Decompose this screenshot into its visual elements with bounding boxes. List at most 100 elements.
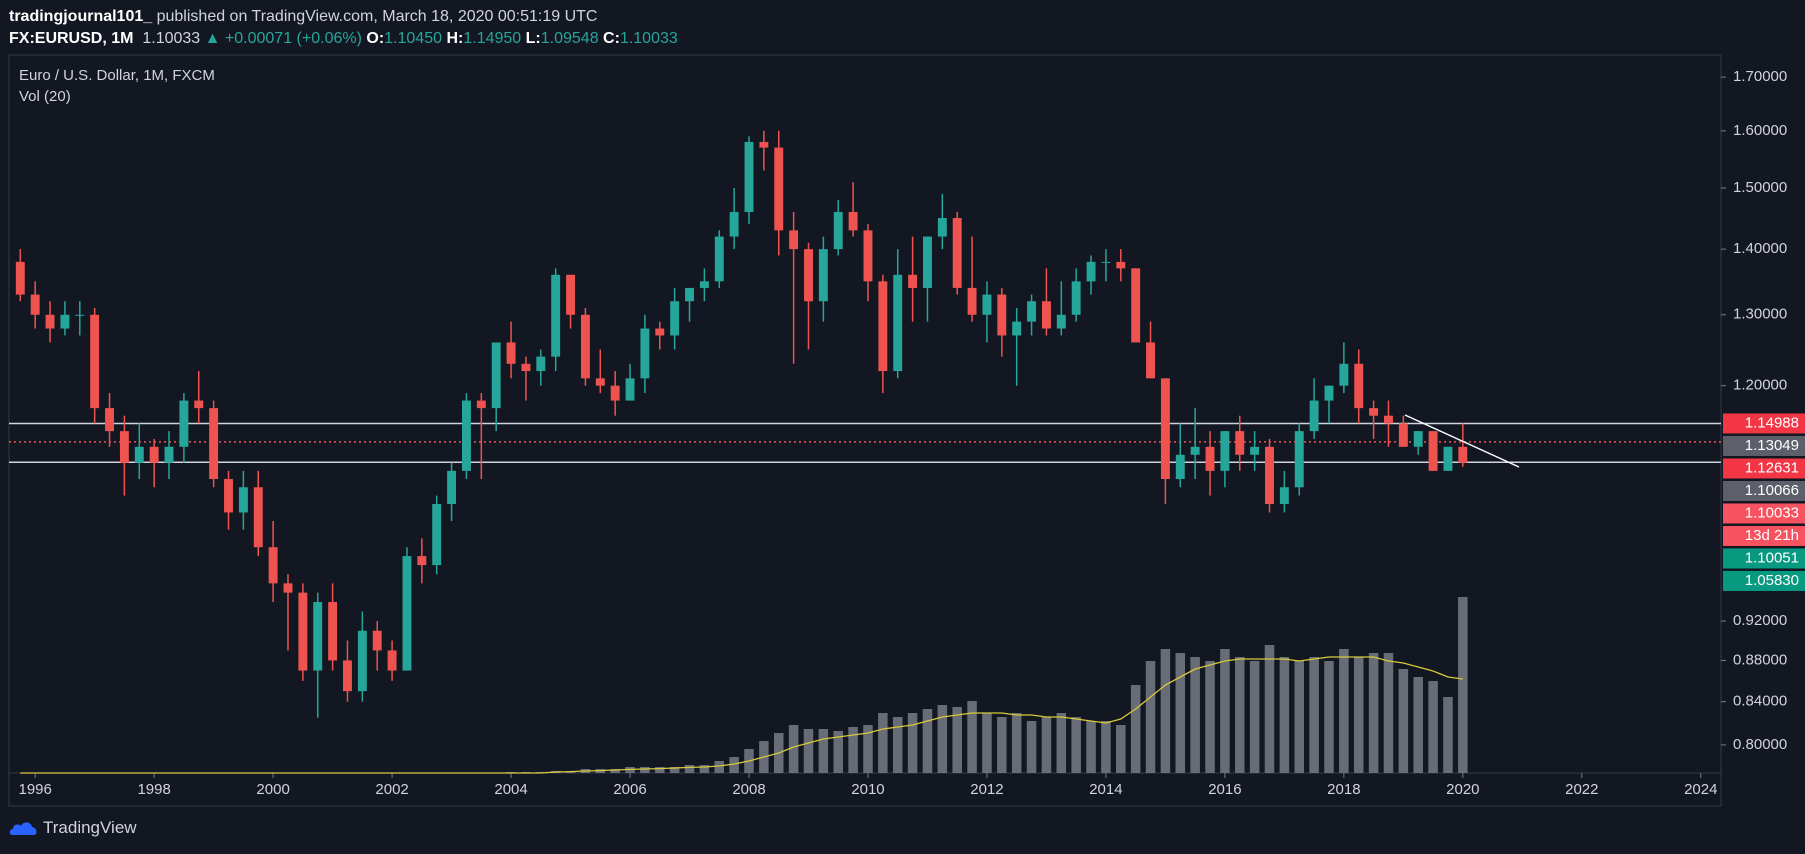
candle-body xyxy=(298,592,308,671)
chart-title: Euro / U.S. Dollar, 1M, FXCM xyxy=(19,67,215,84)
x-tick-label: 2020 xyxy=(1446,781,1479,798)
symbol-line: FX:EURUSD, 1M 1.10033 ▲ +0.00071 (+0.06%… xyxy=(9,28,678,50)
volume-bar xyxy=(1190,657,1200,773)
candle-body xyxy=(45,314,55,329)
price-tag xyxy=(1723,548,1805,569)
y-tick-label: 1.60000 xyxy=(1733,122,1787,139)
candle-body xyxy=(209,408,219,480)
candle-body xyxy=(610,385,620,401)
candle-body xyxy=(1027,301,1037,322)
x-tick-label: 2022 xyxy=(1565,781,1598,798)
volume-bar xyxy=(1175,653,1186,773)
candle-body xyxy=(967,287,977,315)
volume-bar xyxy=(818,729,829,773)
volume-bar xyxy=(1324,661,1334,773)
candle-body xyxy=(982,294,992,315)
candle-body xyxy=(1398,423,1408,447)
x-tick-label: 1998 xyxy=(137,781,170,798)
trend-line xyxy=(1404,414,1520,468)
candle-body xyxy=(1339,363,1349,386)
volume-bar xyxy=(669,767,680,773)
l: 1.09548 xyxy=(540,30,599,47)
price-tag-label: 13d 21h xyxy=(1745,527,1799,544)
price-tag-label: 1.10033 xyxy=(1745,504,1799,521)
candle-body xyxy=(1160,378,1170,480)
volume-bar xyxy=(997,717,1007,773)
candle-body xyxy=(1116,261,1126,269)
x-tick-label: 2008 xyxy=(732,781,765,798)
candle-body xyxy=(655,328,665,336)
user: tradingjournal101_ xyxy=(9,8,153,25)
candle-body xyxy=(1041,301,1051,329)
candle-body xyxy=(804,249,813,302)
volume-bar xyxy=(967,701,977,773)
volume-bar xyxy=(863,725,873,773)
candle-body xyxy=(551,274,561,357)
candle-body xyxy=(179,400,189,447)
candle-body xyxy=(1413,431,1423,447)
h: 1.14950 xyxy=(463,30,522,47)
candle-body xyxy=(90,314,100,409)
candle-body xyxy=(268,547,278,584)
o: 1.10450 xyxy=(384,30,442,47)
x-tick-label: 2000 xyxy=(256,781,289,798)
candle-body xyxy=(1220,431,1230,471)
candle-body xyxy=(357,630,367,692)
symbol: FX:EURUSD, 1M xyxy=(9,30,134,47)
candle-body xyxy=(313,602,323,671)
volume-bar xyxy=(655,767,665,773)
x-tick-label: 2004 xyxy=(494,781,527,798)
candle-body xyxy=(461,400,471,471)
candle-body xyxy=(1071,281,1081,315)
candle-body xyxy=(536,356,546,372)
volume-bar xyxy=(714,761,725,773)
price-tag-label: 1.14988 xyxy=(1745,414,1799,431)
candle-body xyxy=(670,301,680,336)
price-tag xyxy=(1723,480,1805,501)
candle-body xyxy=(238,487,248,513)
volume-bar xyxy=(952,707,962,773)
volume-title: Vol (20) xyxy=(19,88,71,105)
candle-body xyxy=(1012,321,1022,336)
price-tag xyxy=(1723,435,1805,456)
y-tick-label: 1.50000 xyxy=(1733,179,1787,196)
volume-bar xyxy=(1398,669,1409,773)
last: 1.10033 xyxy=(142,30,201,47)
candle-body xyxy=(729,211,739,237)
volume-bar xyxy=(610,769,620,773)
volume-bar xyxy=(892,717,903,773)
volume-bar xyxy=(1249,661,1260,773)
price-tag-label: 1.12631 xyxy=(1745,459,1799,476)
candle-body xyxy=(640,328,650,379)
candle-body xyxy=(476,400,486,409)
volume-bar xyxy=(1086,721,1096,773)
candle-body xyxy=(328,602,338,661)
volume-bar xyxy=(1339,649,1349,773)
chart: Euro / U.S. Dollar, 1M, FXCM Vol (20) 0.… xyxy=(8,54,1805,807)
price-tag xyxy=(1723,458,1805,479)
candle-body xyxy=(402,556,412,671)
candle-body xyxy=(922,236,932,288)
volume-bar xyxy=(848,727,858,773)
candle-body xyxy=(491,342,501,409)
x-tick-label: 2002 xyxy=(375,781,408,798)
candle-body xyxy=(253,487,263,548)
candle-body xyxy=(1443,446,1453,471)
brand: TradingView xyxy=(43,818,137,837)
candle-body xyxy=(432,503,442,566)
y-tick-label: 1.70000 xyxy=(1733,68,1787,85)
volume-bar xyxy=(684,765,695,773)
candle-body xyxy=(699,281,709,288)
logo xyxy=(9,822,37,835)
y-tick-label: 0.84000 xyxy=(1733,693,1787,710)
candle-body xyxy=(1146,342,1155,379)
candle-body xyxy=(194,400,204,409)
candle-body xyxy=(625,378,635,401)
candle-body xyxy=(1458,446,1468,463)
candle-body xyxy=(566,274,576,315)
candle-body xyxy=(387,650,397,671)
candle-body xyxy=(1250,446,1260,455)
candle-body xyxy=(759,141,769,148)
candle-body xyxy=(119,431,129,463)
candle-body xyxy=(1309,400,1319,432)
